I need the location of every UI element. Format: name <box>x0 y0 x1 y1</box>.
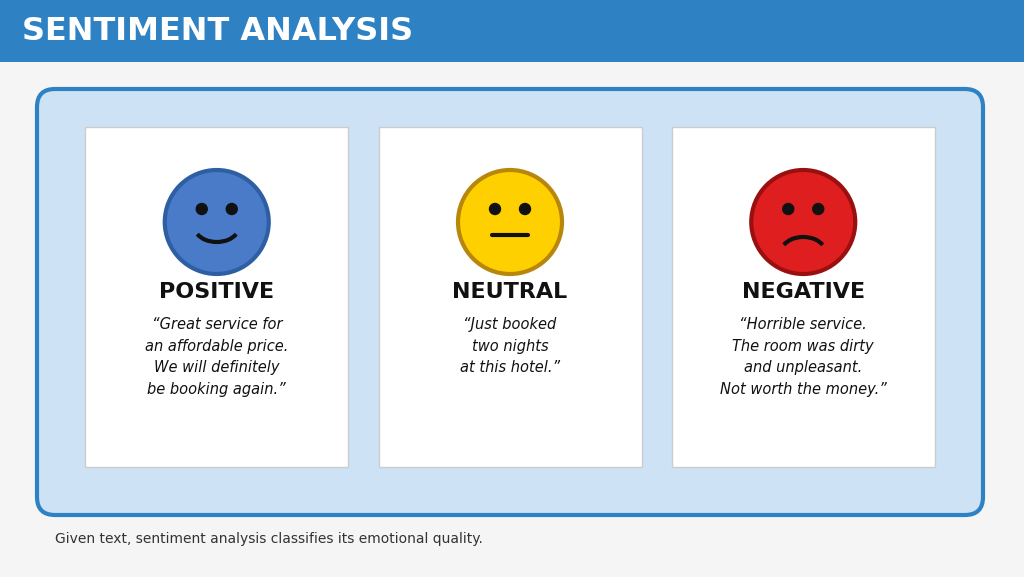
Circle shape <box>489 204 501 215</box>
Text: “Horrible service.
The room was dirty
and unpleasant.
Not worth the money.”: “Horrible service. The room was dirty an… <box>720 317 887 397</box>
Circle shape <box>226 204 238 215</box>
FancyBboxPatch shape <box>85 127 348 467</box>
Circle shape <box>458 170 562 274</box>
FancyBboxPatch shape <box>672 127 935 467</box>
Text: NEGATIVE: NEGATIVE <box>741 282 865 302</box>
Text: NEUTRAL: NEUTRAL <box>453 282 567 302</box>
Circle shape <box>519 204 530 215</box>
FancyBboxPatch shape <box>0 0 1024 62</box>
Text: “Just booked
two nights
at this hotel.”: “Just booked two nights at this hotel.” <box>460 317 560 375</box>
Circle shape <box>197 204 207 215</box>
Circle shape <box>752 170 855 274</box>
FancyBboxPatch shape <box>37 89 983 515</box>
Circle shape <box>813 204 823 215</box>
Text: “Great service for
an affordable price.
We will definitely
be booking again.”: “Great service for an affordable price. … <box>145 317 289 397</box>
Text: POSITIVE: POSITIVE <box>159 282 274 302</box>
Text: SENTIMENT ANALYSIS: SENTIMENT ANALYSIS <box>22 16 413 47</box>
Text: Given text, sentiment analysis classifies its emotional quality.: Given text, sentiment analysis classifie… <box>55 532 483 546</box>
Circle shape <box>165 170 268 274</box>
Circle shape <box>782 204 794 215</box>
FancyBboxPatch shape <box>379 127 641 467</box>
